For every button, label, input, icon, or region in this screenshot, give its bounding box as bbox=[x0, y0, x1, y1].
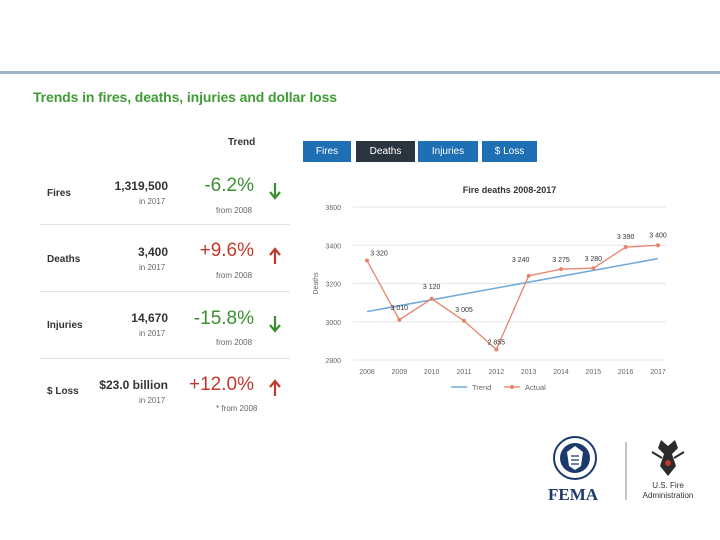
chart-title: Fire deaths 2008-2017 bbox=[463, 185, 557, 195]
row-label: Deaths bbox=[47, 254, 81, 265]
legend-actual-label: Actual bbox=[525, 383, 546, 392]
y-tick-label: 3400 bbox=[325, 243, 341, 250]
fema-logo-text: FEMA bbox=[548, 485, 599, 504]
row-year: in 2017 bbox=[139, 263, 166, 272]
tab-deaths[interactable]: Deaths bbox=[356, 141, 415, 162]
summary-row-deaths: Deaths 3,400 in 2017 +9.6% from 2008 bbox=[40, 231, 290, 292]
row-percent: -6.2% bbox=[204, 175, 254, 196]
actual-point bbox=[526, 273, 531, 278]
row-from: from 2008 bbox=[216, 206, 253, 215]
actual-point bbox=[397, 317, 402, 322]
row-value: 1,319,500 bbox=[114, 179, 168, 193]
summary-row-fires: Fires 1,319,500 in 2017 -6.2% from 2008 bbox=[40, 164, 290, 225]
tab-injuries[interactable]: Injuries bbox=[418, 141, 478, 162]
data-label: 2 855 bbox=[488, 339, 506, 346]
usfa-eagle-icon bbox=[651, 440, 685, 476]
row-value: $23.0 billion bbox=[99, 378, 168, 392]
x-tick-label: 2009 bbox=[392, 369, 408, 376]
y-tick-label: 3000 bbox=[325, 320, 341, 327]
actual-point bbox=[462, 318, 466, 323]
row-percent: -15.8% bbox=[193, 308, 254, 329]
usfa-line1: U.S. Fire bbox=[652, 481, 684, 490]
logos: FEMA U.S. Fire Administration bbox=[540, 418, 710, 518]
data-label: 3 280 bbox=[585, 256, 603, 263]
arrow-up-icon bbox=[269, 247, 281, 264]
x-tick-label: 2015 bbox=[586, 369, 602, 376]
data-label: 3 010 bbox=[391, 305, 409, 312]
x-tick-label: 2008 bbox=[359, 369, 375, 376]
trend-column-header: Trend bbox=[228, 137, 256, 148]
row-from: from 2008 bbox=[216, 271, 253, 280]
y-axis-label: Deaths bbox=[313, 272, 320, 295]
actual-point bbox=[623, 245, 628, 250]
row-percent: +12.0% bbox=[189, 374, 254, 395]
row-year: in 2017 bbox=[139, 329, 166, 338]
row-from: * from 2008 bbox=[216, 404, 258, 413]
data-label: 3 275 bbox=[552, 257, 570, 264]
actual-line bbox=[366, 244, 659, 351]
row-year: in 2017 bbox=[139, 197, 166, 206]
actual-point bbox=[656, 243, 660, 248]
tab-loss[interactable]: $ Loss bbox=[482, 141, 537, 162]
data-label: 3 320 bbox=[370, 251, 388, 258]
dhs-seal-icon bbox=[553, 436, 597, 480]
x-tick-label: 2010 bbox=[424, 369, 440, 376]
actual-point bbox=[429, 296, 434, 301]
y-tick-label: 3600 bbox=[325, 205, 341, 212]
summary-row-injuries: Injuries 14,670 in 2017 -15.8% from 2008 bbox=[40, 298, 290, 359]
actual-point bbox=[591, 266, 596, 271]
data-label: 3 120 bbox=[423, 284, 441, 291]
fire-deaths-chart: Fire deaths 2008-2017 2800 3000 3200 3400 360… bbox=[313, 185, 667, 392]
row-label: $ Loss bbox=[47, 386, 79, 397]
x-tick-label: 2016 bbox=[618, 369, 634, 376]
usfa-line2: Administration bbox=[643, 491, 694, 500]
row-value: 3,400 bbox=[137, 245, 168, 259]
data-label: 3 390 bbox=[617, 234, 635, 241]
actual-point bbox=[494, 347, 499, 352]
row-value: 14,670 bbox=[131, 311, 168, 325]
trend-line bbox=[366, 257, 659, 313]
x-tick-label: 2011 bbox=[456, 369, 471, 376]
arrow-down-icon bbox=[269, 183, 281, 200]
tab-fires[interactable]: Fires bbox=[303, 141, 351, 162]
data-label: 3 005 bbox=[455, 307, 473, 314]
x-tick-label: 2012 bbox=[489, 369, 505, 376]
row-from: from 2008 bbox=[216, 338, 253, 347]
y-tick-label: 2800 bbox=[325, 358, 341, 365]
data-label: 3 240 bbox=[512, 257, 530, 264]
actual-point bbox=[365, 258, 369, 263]
legend-actual-marker bbox=[510, 385, 514, 389]
y-tick-label: 3200 bbox=[325, 282, 341, 289]
row-percent: +9.6% bbox=[199, 240, 254, 261]
arrow-down-icon bbox=[269, 316, 281, 333]
arrow-up-icon bbox=[269, 379, 281, 396]
actual-point bbox=[559, 267, 563, 272]
row-year: in 2017 bbox=[139, 396, 166, 405]
page-title: Trends in fires, deaths, injuries and do… bbox=[33, 89, 337, 105]
summary-row-loss: $ Loss $23.0 billion in 2017 +12.0% * fr… bbox=[40, 365, 290, 425]
x-tick-label: 2017 bbox=[650, 369, 666, 376]
header-rule bbox=[0, 71, 720, 74]
row-label: Fires bbox=[47, 188, 71, 199]
legend-trend-label: Trend bbox=[472, 383, 491, 392]
row-label: Injuries bbox=[47, 320, 83, 331]
x-tick-label: 2013 bbox=[521, 369, 537, 376]
data-label: 3 400 bbox=[649, 232, 667, 239]
x-tick-label: 2014 bbox=[553, 369, 569, 376]
